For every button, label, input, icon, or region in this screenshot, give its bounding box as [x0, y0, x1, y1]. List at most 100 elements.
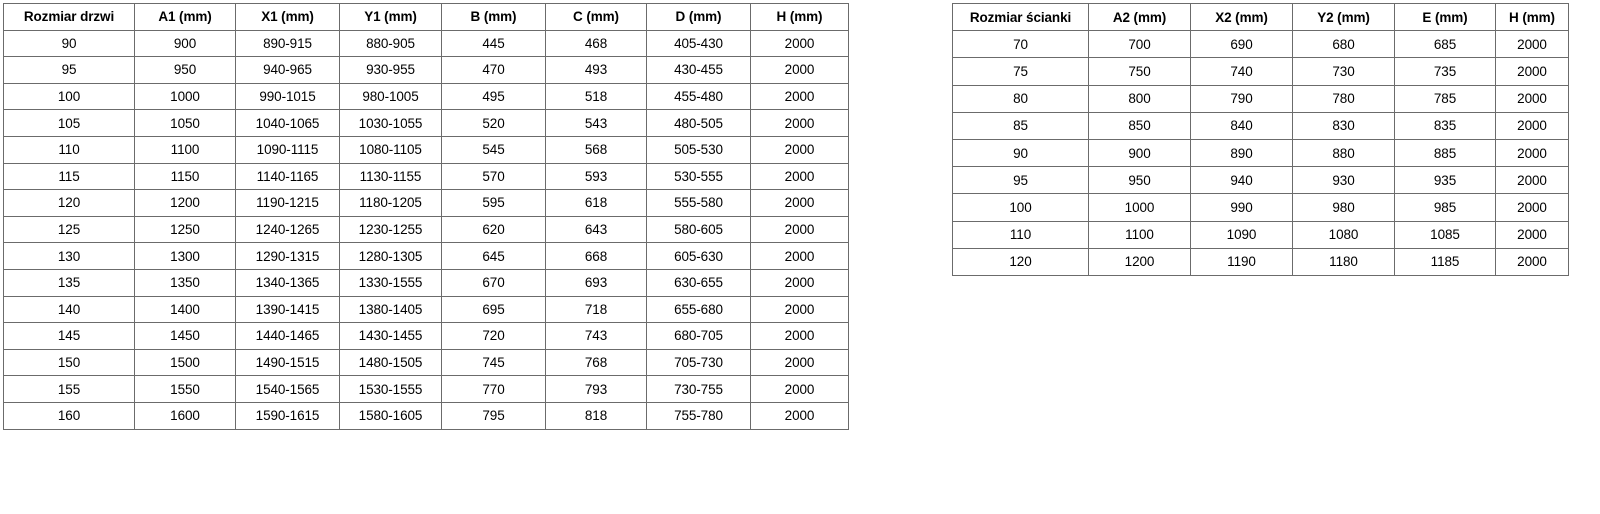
table-cell: 545 — [441, 135, 546, 164]
table-cell: 110 — [952, 220, 1089, 249]
table-cell: 580-605 — [646, 215, 751, 244]
table-cell: 793 — [545, 375, 647, 403]
column-header-y2: Y2 (mm) — [1292, 2, 1395, 32]
table-cell: 1280-1305 — [339, 242, 442, 270]
table-cell: 880-905 — [339, 29, 442, 58]
table-cell: 1040-1065 — [235, 109, 340, 137]
table-cell: 1100 — [1088, 220, 1191, 249]
door-table-head: Rozmiar drzwi A1 (mm) X1 (mm) Y1 (mm) B … — [3, 3, 849, 31]
table-row: 155 1550 1540-1565 1530-1555 770 793 730-755 20… — [3, 375, 849, 403]
column-header-x1: X1 (mm) — [235, 3, 340, 31]
table-cell: 890 — [1190, 138, 1293, 168]
table-row: 105 1050 1040-1065 1030-1055 520 543 480-505 20… — [3, 109, 849, 137]
table-cell: 1380-1405 — [339, 295, 442, 324]
table-cell: 690 — [1190, 30, 1293, 59]
table-cell: 830 — [1292, 111, 1395, 140]
table-cell: 1350 — [134, 268, 236, 297]
table-cell: 80 — [952, 84, 1089, 113]
table-cell: 770 — [441, 375, 546, 403]
table-cell: 780 — [1292, 84, 1395, 113]
table-cell: 668 — [545, 242, 647, 270]
table-cell: 940 — [1190, 166, 1293, 195]
table-cell: 155 — [3, 375, 135, 403]
table-cell: 655-680 — [646, 295, 751, 324]
table-cell: 100 — [3, 82, 135, 111]
column-header-a2: A2 (mm) — [1088, 2, 1191, 32]
table-cell: 1550 — [134, 375, 236, 403]
table-row: 150 1500 1490-1515 1480-1505 745 768 705-730 20… — [3, 348, 849, 377]
table-cell: 120 — [3, 189, 135, 217]
table-row: 130 1300 1290-1315 1280-1305 645 668 605-630 20… — [3, 242, 849, 270]
table-cell: 90 — [3, 29, 135, 58]
table-cell: 145 — [3, 322, 135, 350]
table-cell: 140 — [3, 295, 135, 324]
table-cell: 940-965 — [235, 56, 340, 84]
table-cell: 543 — [545, 109, 647, 137]
table-cell: 1480-1505 — [339, 348, 442, 377]
column-header-rozmiar-drzwi: Rozmiar drzwi — [3, 3, 135, 31]
door-dimensions-table: Rozmiar drzwi A1 (mm) X1 (mm) Y1 (mm) B … — [3, 3, 849, 430]
table-cell: 2000 — [1495, 111, 1569, 140]
table-row: 100 1000 990 980 985 2000 — [952, 193, 1569, 222]
table-cell: 1080 — [1292, 220, 1395, 249]
table-row: 95 950 940-965 930-955 470 493 430-455 2000 — [3, 56, 849, 84]
table-cell: 2000 — [1495, 138, 1569, 168]
table-cell: 1180 — [1292, 247, 1395, 276]
table-cell: 1540-1565 — [235, 375, 340, 403]
table-cell: 90 — [952, 138, 1089, 168]
table-cell: 1530-1555 — [339, 375, 442, 403]
table-cell: 1300 — [134, 242, 236, 270]
table-cell: 555-580 — [646, 189, 751, 217]
table-cell: 2000 — [750, 56, 849, 84]
table-cell: 1330-1555 — [339, 268, 442, 297]
table-cell: 1290-1315 — [235, 242, 340, 270]
table-cell: 100 — [952, 193, 1089, 222]
table-cell: 2000 — [750, 401, 849, 430]
table-cell: 2000 — [750, 322, 849, 350]
table-cell: 705-730 — [646, 348, 751, 377]
table-cell: 2000 — [1495, 193, 1569, 222]
table-row: 145 1450 1440-1465 1430-1455 720 743 680-705 20… — [3, 322, 849, 350]
table-cell: 795 — [441, 401, 546, 430]
table-cell: 1000 — [134, 82, 236, 111]
table-cell: 1200 — [1088, 247, 1191, 276]
table-cell: 75 — [952, 57, 1089, 86]
table-cell: 1440-1465 — [235, 322, 340, 350]
table-cell: 670 — [441, 268, 546, 297]
table-cell: 405-430 — [646, 29, 751, 58]
table-cell: 840 — [1190, 111, 1293, 140]
table-row: 110 1100 1090 1080 1085 2000 — [952, 220, 1569, 249]
table-row: 85 850 840 830 835 2000 — [952, 111, 1569, 140]
table-cell: 735 — [1394, 57, 1496, 86]
table-cell: 950 — [1088, 166, 1191, 195]
table-cell: 518 — [545, 82, 647, 111]
table-cell: 1140-1165 — [235, 162, 340, 191]
table-cell: 935 — [1394, 166, 1496, 195]
table-cell: 1050 — [134, 109, 236, 137]
table-cell: 645 — [441, 242, 546, 270]
wall-panel-dimensions-table: Rozmiar ścianki A2 (mm) X2 (mm) Y2 (mm) … — [952, 2, 1569, 276]
table-cell: 730 — [1292, 57, 1395, 86]
table-cell: 2000 — [1495, 57, 1569, 86]
table-row: 120 1200 1190-1215 1180-1205 595 618 555-580 20… — [3, 189, 849, 217]
table-cell: 130 — [3, 242, 135, 270]
table-cell: 818 — [545, 401, 647, 430]
table-cell: 695 — [441, 295, 546, 324]
table-cell: 900 — [134, 29, 236, 58]
table-cell: 990 — [1190, 193, 1293, 222]
table-cell: 493 — [545, 56, 647, 84]
table-cell: 1600 — [134, 401, 236, 430]
table-cell: 720 — [441, 322, 546, 350]
table-cell: 1580-1605 — [339, 401, 442, 430]
table-cell: 885 — [1394, 138, 1496, 168]
table-cell: 480-505 — [646, 109, 751, 137]
table-cell: 930 — [1292, 166, 1395, 195]
column-header-a1: A1 (mm) — [134, 3, 236, 31]
table-cell: 2000 — [750, 189, 849, 217]
table-cell: 2000 — [1495, 84, 1569, 113]
table-cell: 135 — [3, 268, 135, 297]
table-cell: 505-530 — [646, 135, 751, 164]
table-row: 135 1350 1340-1365 1330-1555 670 693 630-655 20… — [3, 268, 849, 297]
table-cell: 768 — [545, 348, 647, 377]
table-cell: 115 — [3, 162, 135, 191]
